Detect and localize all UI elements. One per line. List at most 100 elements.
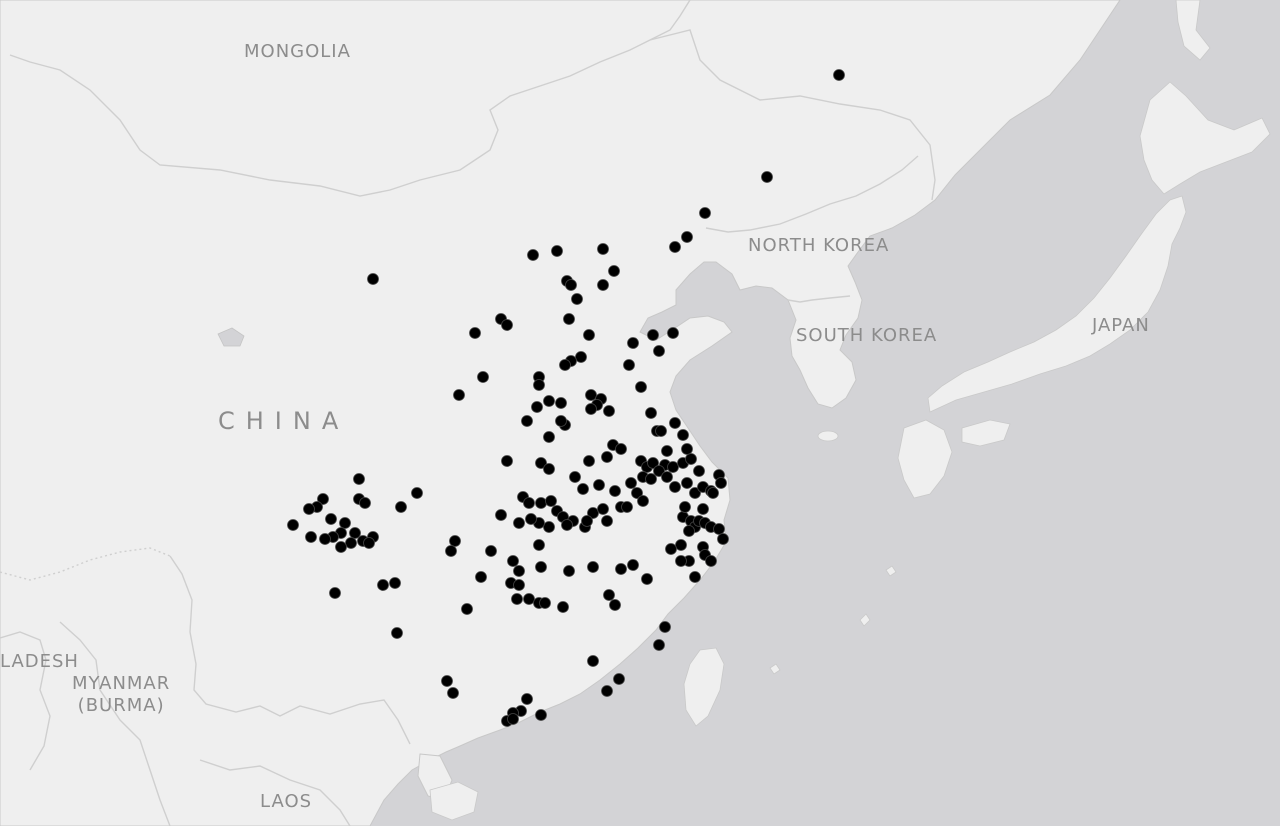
location-marker[interactable] <box>535 709 547 721</box>
location-marker[interactable] <box>395 501 407 513</box>
location-marker[interactable] <box>543 521 555 533</box>
location-marker[interactable] <box>563 313 575 325</box>
location-marker[interactable] <box>707 487 719 499</box>
location-marker[interactable] <box>681 477 693 489</box>
location-marker[interactable] <box>555 397 567 409</box>
location-marker[interactable] <box>597 503 609 515</box>
location-marker[interactable] <box>635 381 647 393</box>
location-marker[interactable] <box>475 571 487 583</box>
location-marker[interactable] <box>621 501 633 513</box>
location-marker[interactable] <box>645 407 657 419</box>
location-marker[interactable] <box>507 555 519 567</box>
location-marker[interactable] <box>561 519 573 531</box>
location-marker[interactable] <box>571 293 583 305</box>
location-marker[interactable] <box>533 379 545 391</box>
location-marker[interactable] <box>587 561 599 573</box>
location-marker[interactable] <box>477 371 489 383</box>
location-marker[interactable] <box>585 403 597 415</box>
location-marker[interactable] <box>523 497 535 509</box>
location-marker[interactable] <box>527 249 539 261</box>
location-marker[interactable] <box>521 415 533 427</box>
location-marker[interactable] <box>603 589 615 601</box>
location-marker[interactable] <box>501 455 513 467</box>
location-marker[interactable] <box>625 477 637 489</box>
location-marker[interactable] <box>511 593 523 605</box>
location-marker[interactable] <box>565 279 577 291</box>
location-marker[interactable] <box>543 395 555 407</box>
location-marker[interactable] <box>667 327 679 339</box>
location-marker[interactable] <box>627 337 639 349</box>
location-marker[interactable] <box>615 563 627 575</box>
location-marker[interactable] <box>539 597 551 609</box>
location-marker[interactable] <box>461 603 473 615</box>
location-marker[interactable] <box>339 517 351 529</box>
location-marker[interactable] <box>575 351 587 363</box>
location-marker[interactable] <box>513 565 525 577</box>
location-marker[interactable] <box>608 265 620 277</box>
location-marker[interactable] <box>677 429 689 441</box>
location-marker[interactable] <box>615 443 627 455</box>
location-marker[interactable] <box>335 541 347 553</box>
location-marker[interactable] <box>583 455 595 467</box>
location-marker[interactable] <box>653 345 665 357</box>
location-marker[interactable] <box>627 559 639 571</box>
location-marker[interactable] <box>697 503 709 515</box>
location-marker[interactable] <box>469 327 481 339</box>
location-marker[interactable] <box>349 527 361 539</box>
location-marker[interactable] <box>659 621 671 633</box>
location-marker[interactable] <box>521 693 533 705</box>
location-marker[interactable] <box>669 481 681 493</box>
location-marker[interactable] <box>545 495 557 507</box>
location-marker[interactable] <box>501 319 513 331</box>
location-marker[interactable] <box>761 171 773 183</box>
location-marker[interactable] <box>555 415 567 427</box>
location-marker[interactable] <box>523 593 535 605</box>
location-marker[interactable] <box>693 465 705 477</box>
location-marker[interactable] <box>353 473 365 485</box>
location-marker[interactable] <box>661 471 673 483</box>
location-marker[interactable] <box>513 517 525 529</box>
location-marker[interactable] <box>411 487 423 499</box>
location-marker[interactable] <box>345 537 357 549</box>
location-marker[interactable] <box>679 501 691 513</box>
location-marker[interactable] <box>359 497 371 509</box>
location-marker[interactable] <box>581 515 593 527</box>
location-marker[interactable] <box>447 687 459 699</box>
location-marker[interactable] <box>445 545 457 557</box>
location-marker[interactable] <box>597 279 609 291</box>
location-marker[interactable] <box>389 577 401 589</box>
location-marker[interactable] <box>485 545 497 557</box>
location-marker[interactable] <box>303 503 315 515</box>
location-marker[interactable] <box>609 599 621 611</box>
location-marker[interactable] <box>683 525 695 537</box>
location-marker[interactable] <box>319 533 331 545</box>
location-marker[interactable] <box>569 471 581 483</box>
location-marker[interactable] <box>329 587 341 599</box>
location-marker[interactable] <box>363 537 375 549</box>
location-marker[interactable] <box>653 465 665 477</box>
location-marker[interactable] <box>449 535 461 547</box>
location-marker[interactable] <box>637 495 649 507</box>
location-marker[interactable] <box>647 457 659 469</box>
location-marker[interactable] <box>585 389 597 401</box>
location-marker[interactable] <box>535 497 547 509</box>
location-marker[interactable] <box>609 485 621 497</box>
location-marker[interactable] <box>623 359 635 371</box>
location-marker[interactable] <box>667 461 679 473</box>
location-marker[interactable] <box>833 69 845 81</box>
location-marker[interactable] <box>551 245 563 257</box>
location-marker[interactable] <box>305 531 317 543</box>
location-marker[interactable] <box>613 673 625 685</box>
location-marker[interactable] <box>287 519 299 531</box>
location-marker[interactable] <box>325 513 337 525</box>
location-marker[interactable] <box>669 241 681 253</box>
location-marker[interactable] <box>689 571 701 583</box>
location-marker[interactable] <box>557 601 569 613</box>
location-marker[interactable] <box>713 523 725 535</box>
location-marker[interactable] <box>587 655 599 667</box>
location-marker[interactable] <box>717 533 729 545</box>
location-marker[interactable] <box>681 443 693 455</box>
location-marker[interactable] <box>513 579 525 591</box>
location-marker[interactable] <box>453 389 465 401</box>
